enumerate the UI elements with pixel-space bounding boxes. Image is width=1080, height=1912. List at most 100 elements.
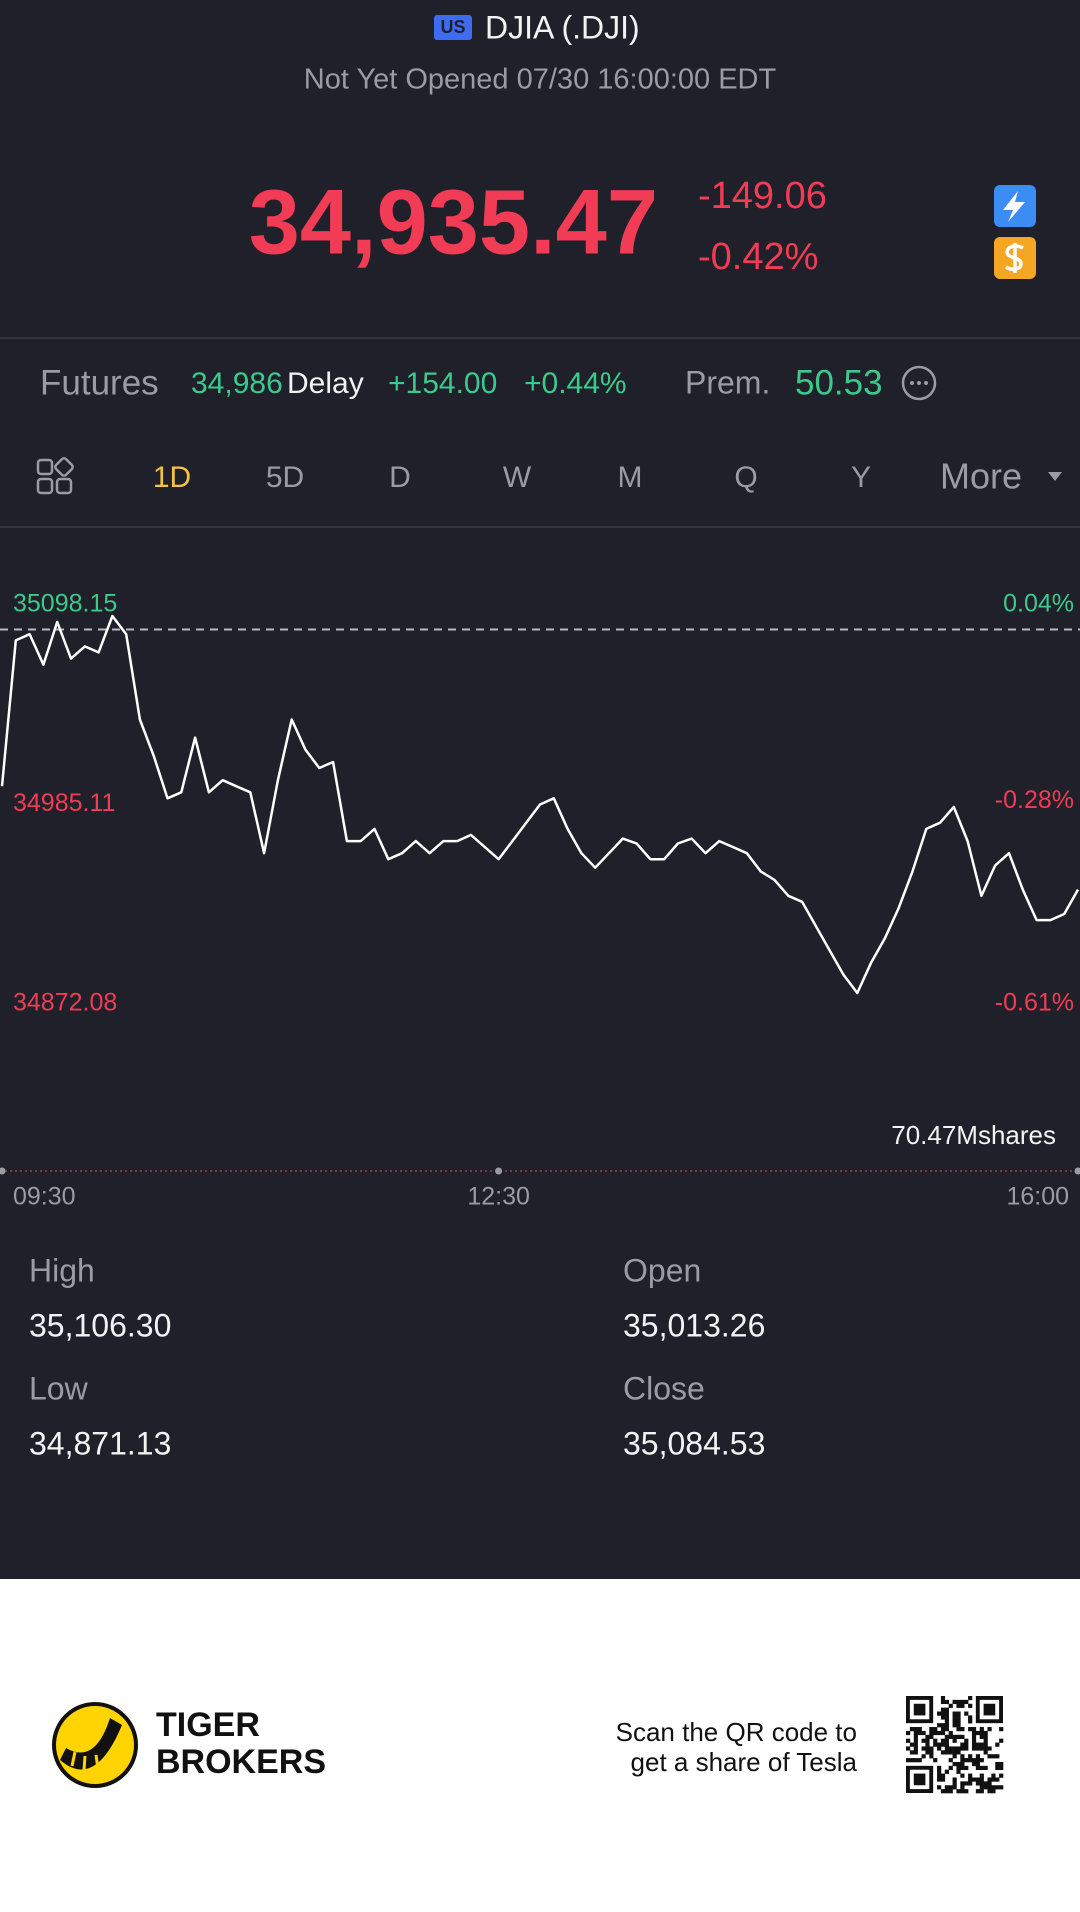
market-badge — [434, 15, 472, 40]
period-tab[interactable]: M — [618, 461, 643, 494]
premium-value: 50.53 — [795, 363, 883, 402]
icon-part — [54, 457, 74, 477]
qr-module — [968, 1773, 973, 1778]
qr-module — [979, 1730, 984, 1736]
qr-module — [933, 1738, 938, 1743]
qr-module — [909, 1750, 915, 1755]
qr-module — [956, 1734, 961, 1739]
stats-grid: High 35,106.30 Open 35,013.26 Low 34,871.13 Cl… — [29, 1252, 765, 1461]
icon-part — [55, 477, 73, 495]
qr-module — [975, 1789, 981, 1794]
market-status: Not Yet Opened 07/30 16:00:00 EDT — [304, 64, 777, 96]
qr-module — [940, 1707, 946, 1712]
period-tabs: 1D 5D D W M Q Y More — [153, 456, 1022, 497]
qr-module — [991, 1777, 996, 1782]
qr-module — [929, 1734, 934, 1739]
qr-module — [940, 1742, 946, 1747]
qr-module — [944, 1715, 949, 1720]
qr-module — [940, 1730, 946, 1736]
qr-module — [956, 1711, 961, 1716]
period-tab[interactable]: Q — [734, 461, 757, 494]
qr-module — [944, 1723, 949, 1728]
qr-module — [999, 1727, 1004, 1732]
qr-module — [995, 1785, 1000, 1790]
period-tab[interactable]: 1D — [153, 461, 191, 494]
qr-module — [906, 1758, 911, 1763]
qr-module — [952, 1761, 957, 1767]
qr-module — [979, 1734, 984, 1739]
qr-module — [906, 1730, 911, 1736]
price-change: -149.06 — [698, 175, 827, 217]
qr-module — [960, 1703, 965, 1708]
icon-part — [36, 458, 54, 476]
price-line — [0, 614, 1080, 995]
qr-module — [917, 1727, 922, 1732]
y-tick-label: 34872.08 — [13, 989, 117, 1017]
qr-module — [983, 1785, 988, 1790]
qr-module — [999, 1738, 1004, 1743]
dollar-icon[interactable] — [994, 237, 1036, 279]
qr-module — [983, 1742, 988, 1747]
qr-module — [991, 1785, 996, 1790]
qr-module — [906, 1746, 911, 1751]
period-tab[interactable]: 5D — [266, 461, 304, 494]
icon-part — [36, 477, 54, 495]
qr-module — [987, 1727, 992, 1732]
qr-module — [968, 1696, 973, 1701]
qr-module — [929, 1727, 934, 1732]
qr-module — [979, 1773, 984, 1778]
qr-module — [921, 1754, 926, 1759]
qr-module — [948, 1750, 953, 1755]
qr-module — [960, 1727, 965, 1732]
qr-module — [964, 1781, 969, 1786]
qr-module — [952, 1750, 957, 1755]
qr-module — [948, 1746, 953, 1751]
period-tab[interactable]: W — [503, 461, 532, 494]
qr-module — [964, 1746, 969, 1751]
qr-finder — [975, 1695, 1004, 1724]
stat-value: 35,013.26 — [623, 1307, 765, 1343]
icon-dot — [910, 381, 914, 385]
qr-finder-core — [913, 1703, 926, 1716]
quick-trade-icon[interactable] — [994, 185, 1036, 227]
qr-module — [960, 1699, 965, 1705]
layout-icon[interactable] — [36, 457, 74, 495]
more-options-icon[interactable] — [901, 365, 937, 401]
qr-module — [983, 1750, 988, 1755]
price: 34,935.47 — [249, 171, 658, 273]
qr-module — [948, 1785, 953, 1790]
stat-label: Close — [623, 1370, 705, 1406]
qr-module — [933, 1742, 938, 1747]
qr-module — [983, 1781, 988, 1786]
qr-module — [944, 1711, 949, 1716]
qr-module — [960, 1781, 965, 1786]
qr-module — [971, 1730, 977, 1736]
intraday-chart: 35098.15 34985.11 34872.08 0.04% -0.28% -0.61… — [0, 590, 1080, 1211]
qr-code[interactable] — [906, 1695, 1004, 1794]
qr-module — [913, 1734, 918, 1739]
qr-module — [944, 1738, 949, 1743]
qr-module — [979, 1777, 984, 1782]
icon-dot — [917, 381, 921, 385]
qr-module — [979, 1758, 984, 1763]
qr-module — [975, 1730, 981, 1736]
qr-module — [944, 1727, 949, 1732]
qr-module — [952, 1738, 957, 1743]
qr-module — [956, 1719, 961, 1724]
period-tab[interactable]: D — [389, 461, 411, 494]
qr-module — [952, 1719, 957, 1724]
period-tab[interactable]: More — [940, 456, 1022, 497]
qr-module — [921, 1746, 926, 1751]
qr-finder — [906, 1695, 934, 1724]
qr-module — [956, 1761, 961, 1767]
qr-module — [937, 1785, 942, 1790]
qr-module — [975, 1746, 981, 1751]
period-tab[interactable]: Y — [851, 461, 871, 494]
qr-module — [913, 1738, 918, 1743]
qr-module — [944, 1769, 949, 1774]
qr-module — [952, 1785, 957, 1790]
qr-module — [952, 1777, 957, 1782]
qr-module — [971, 1727, 977, 1732]
qr-module — [937, 1777, 942, 1782]
